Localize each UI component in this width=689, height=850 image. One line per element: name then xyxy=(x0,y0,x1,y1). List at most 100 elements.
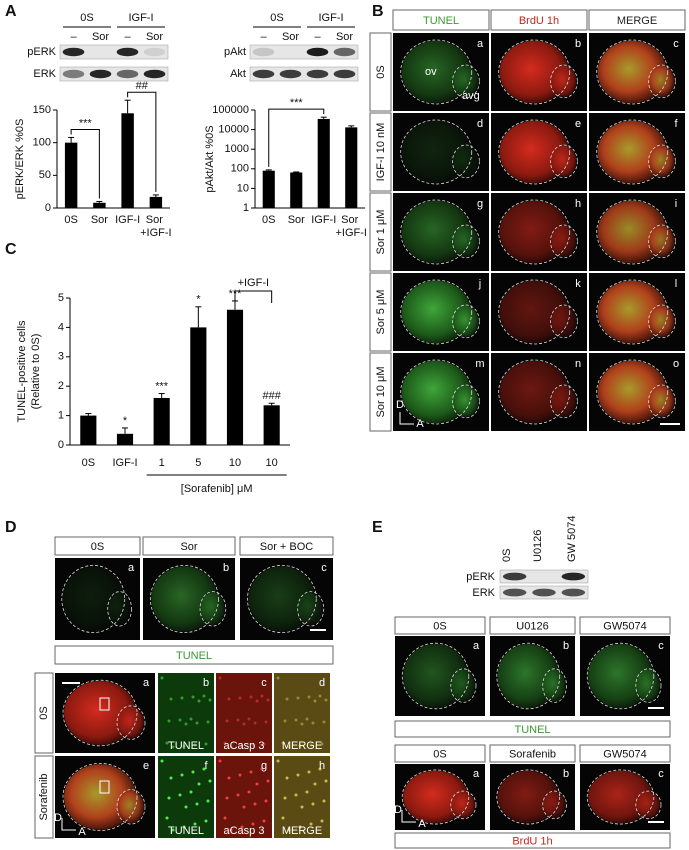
box-label: MERGE xyxy=(617,15,657,27)
y-tick-label: 1000 xyxy=(225,143,249,155)
panel-letter: b xyxy=(575,38,581,50)
row-label: Sorafenib xyxy=(38,773,50,820)
speckle xyxy=(195,802,199,806)
speckle xyxy=(322,799,326,803)
label-box xyxy=(579,616,671,635)
tissue xyxy=(497,644,559,708)
speckle xyxy=(251,743,255,747)
speckle xyxy=(264,799,268,803)
tissue xyxy=(453,385,479,417)
tissue xyxy=(636,669,661,702)
inset-box xyxy=(99,780,110,794)
outline xyxy=(498,39,571,105)
row-label-box xyxy=(369,32,392,112)
row-label: 0S xyxy=(38,706,50,719)
outline xyxy=(401,642,470,710)
blot-row: pERK xyxy=(466,571,495,583)
speckle xyxy=(225,719,229,723)
blot-band xyxy=(143,47,166,57)
panel-label: E xyxy=(372,519,383,536)
outline xyxy=(452,64,480,99)
speckle xyxy=(285,697,289,701)
label-box xyxy=(394,720,671,738)
box-label: BrdU 1h xyxy=(512,835,552,847)
speckle xyxy=(242,722,246,726)
y-tick-label: 100 xyxy=(231,163,249,175)
y-tick-label: 1 xyxy=(58,410,64,422)
outline xyxy=(496,642,561,710)
panel-letter: a xyxy=(128,562,135,574)
x-axis-label: [Sorafenib] μM xyxy=(181,483,253,495)
tissue xyxy=(298,592,323,626)
box-label: Sor xyxy=(180,541,197,553)
blot-band xyxy=(532,588,556,597)
outline xyxy=(496,769,561,825)
outline xyxy=(596,359,669,425)
blot-lane: Sor xyxy=(336,31,353,43)
box-label: 0S xyxy=(433,620,446,632)
speckle xyxy=(206,799,210,803)
bar xyxy=(317,118,330,208)
blot-band xyxy=(62,47,85,57)
speckle xyxy=(281,741,285,745)
speckle xyxy=(294,793,298,797)
blot-band xyxy=(116,47,139,57)
label-box xyxy=(579,744,671,763)
axis-letter: A xyxy=(78,826,86,838)
x-tick-label-line: +IGF-I xyxy=(336,227,367,239)
significance-bracket xyxy=(127,91,157,192)
outline xyxy=(400,119,473,185)
outline xyxy=(400,279,473,345)
speckle xyxy=(283,719,287,723)
row-label-box xyxy=(369,112,392,192)
panel-letter: g xyxy=(477,198,483,210)
speckle xyxy=(266,779,270,783)
blot-row: pAkt xyxy=(224,46,246,58)
panel-letter: h xyxy=(575,198,581,210)
channel-label: TUNEL xyxy=(168,825,204,837)
speckle xyxy=(255,782,259,786)
blot-row: ERK xyxy=(472,587,495,599)
speckle xyxy=(305,717,309,721)
outline xyxy=(586,769,655,825)
outline xyxy=(648,384,676,419)
speckle xyxy=(160,759,164,763)
blot-band xyxy=(306,47,329,57)
bar xyxy=(121,113,134,208)
speckle xyxy=(276,676,280,680)
micrograph-detail xyxy=(216,673,272,753)
outline xyxy=(542,790,567,820)
outline xyxy=(62,679,138,747)
panel-letter: j xyxy=(478,278,481,290)
outline xyxy=(498,279,571,345)
channel-label: TUNEL xyxy=(168,740,204,752)
row-label: IGF-I 10 nM xyxy=(375,123,387,182)
blot-row: pERK xyxy=(27,46,56,58)
channel-label: aCasp 3 xyxy=(224,825,265,837)
panel-letter: b xyxy=(223,562,229,574)
tissue xyxy=(543,791,566,819)
outline xyxy=(596,199,669,265)
outline xyxy=(452,144,480,179)
box-label: TUNEL xyxy=(176,650,212,662)
speckle xyxy=(260,694,264,698)
tissue xyxy=(453,305,479,337)
speckle xyxy=(178,793,182,797)
speckle xyxy=(264,720,268,724)
x-tick-label: Sor xyxy=(91,214,108,226)
blot-band xyxy=(89,69,112,79)
label-box xyxy=(392,9,490,31)
outline xyxy=(648,144,676,179)
speckle xyxy=(300,722,304,726)
x-tick-label-line: Sor xyxy=(341,214,361,226)
blot-lane: – xyxy=(124,31,131,43)
structure-label: ov xyxy=(425,66,437,78)
box-label: 0S xyxy=(433,748,446,760)
speckle xyxy=(218,676,222,680)
outline xyxy=(648,64,676,99)
speckle xyxy=(160,676,164,680)
speckle xyxy=(309,822,313,826)
tissue xyxy=(551,65,577,97)
panel-letter: c xyxy=(321,562,327,574)
